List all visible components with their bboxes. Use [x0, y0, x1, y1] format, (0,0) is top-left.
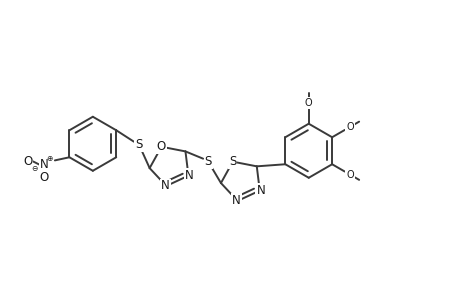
- Text: N: N: [232, 194, 241, 207]
- Text: O: O: [23, 155, 33, 168]
- Text: S: S: [204, 155, 212, 168]
- Text: O: O: [157, 140, 166, 153]
- Text: N: N: [40, 158, 49, 171]
- Text: S: S: [229, 155, 236, 168]
- Text: N: N: [185, 169, 193, 182]
- Text: O: O: [304, 98, 312, 108]
- Text: ⊕: ⊕: [46, 154, 53, 163]
- Text: S: S: [135, 138, 142, 151]
- Text: ⊖: ⊖: [31, 164, 37, 173]
- Text: N: N: [161, 179, 169, 193]
- Text: O: O: [40, 170, 49, 184]
- Text: O: O: [346, 169, 353, 180]
- Text: N: N: [256, 184, 264, 197]
- Text: O: O: [346, 122, 353, 132]
